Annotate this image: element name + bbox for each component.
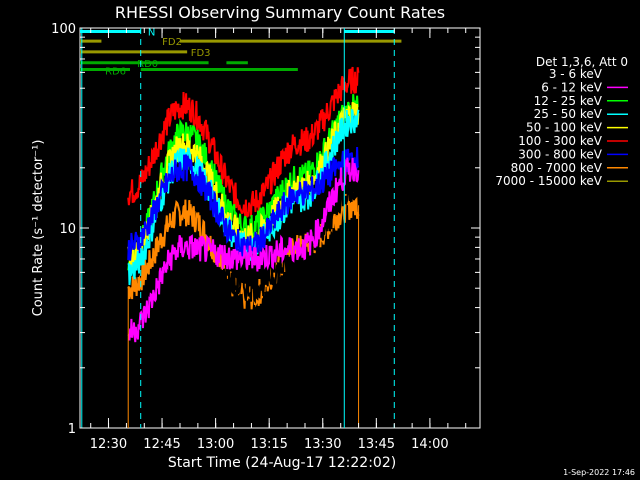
x-tick-label: 13:00 (197, 437, 234, 452)
flag-label: FD3 (191, 48, 211, 59)
legend-label: 300 - 800 keV (518, 147, 602, 161)
legend-header: Det 1,3,6, Att 0 (536, 55, 628, 69)
series-line-6-12-keV (127, 157, 360, 343)
legend-label: 6 - 12 keV (541, 80, 603, 94)
x-tick-label: 13:45 (358, 437, 395, 452)
y-tick-label: 10 (59, 222, 76, 237)
y-tick-label: 100 (51, 22, 76, 37)
flag-label: RD6 (105, 67, 126, 78)
series-line-100-300-keV (127, 66, 360, 218)
series-line-300-800-keV (127, 146, 360, 261)
x-tick-label: 12:30 (90, 437, 127, 452)
flag-label: N (148, 28, 155, 39)
legend-label: 12 - 25 keV (534, 94, 603, 108)
y-tick-label: 1 (68, 422, 76, 437)
legend-label: 3 - 6 keV (549, 67, 603, 81)
data-series (127, 66, 360, 350)
flag-bars: N FD2 FD3 RD0 RD6 (80, 28, 402, 78)
time-markers (81, 28, 395, 428)
x-tick-label: 13:30 (304, 437, 341, 452)
legend-label: 25 - 50 keV (534, 107, 603, 121)
flag-label: FD2 (162, 37, 182, 48)
flag-label: RD0 (137, 59, 158, 70)
legend-label: 100 - 300 keV (518, 134, 602, 148)
y-axis-ticks: 1 10 100 (51, 22, 480, 437)
chart-title-text: RHESSI Observing Summary Count Rates (115, 3, 445, 22)
legend-label: 7000 - 15000 keV (495, 174, 602, 188)
x-tick-label: 14:00 (411, 437, 448, 452)
chart-title: RHESSI Observing Summary Count Rates (115, 3, 445, 22)
y-axis-label: Count Rate (s⁻¹ detector⁻¹) (31, 140, 46, 317)
legend-label: 800 - 7000 keV (511, 161, 603, 175)
x-axis-label: Start Time (24-Aug-17 12:22:02) (168, 455, 396, 471)
x-tick-label: 12:45 (143, 437, 180, 452)
x-axis-ticks: 12:30 12:45 13:00 13:15 13:30 13:45 14:00 (90, 28, 467, 452)
footer-timestamp: 1-Sep-2022 17:46 (563, 468, 635, 477)
x-tick-label: 13:15 (250, 437, 287, 452)
legend-label: 50 - 100 keV (526, 121, 603, 135)
